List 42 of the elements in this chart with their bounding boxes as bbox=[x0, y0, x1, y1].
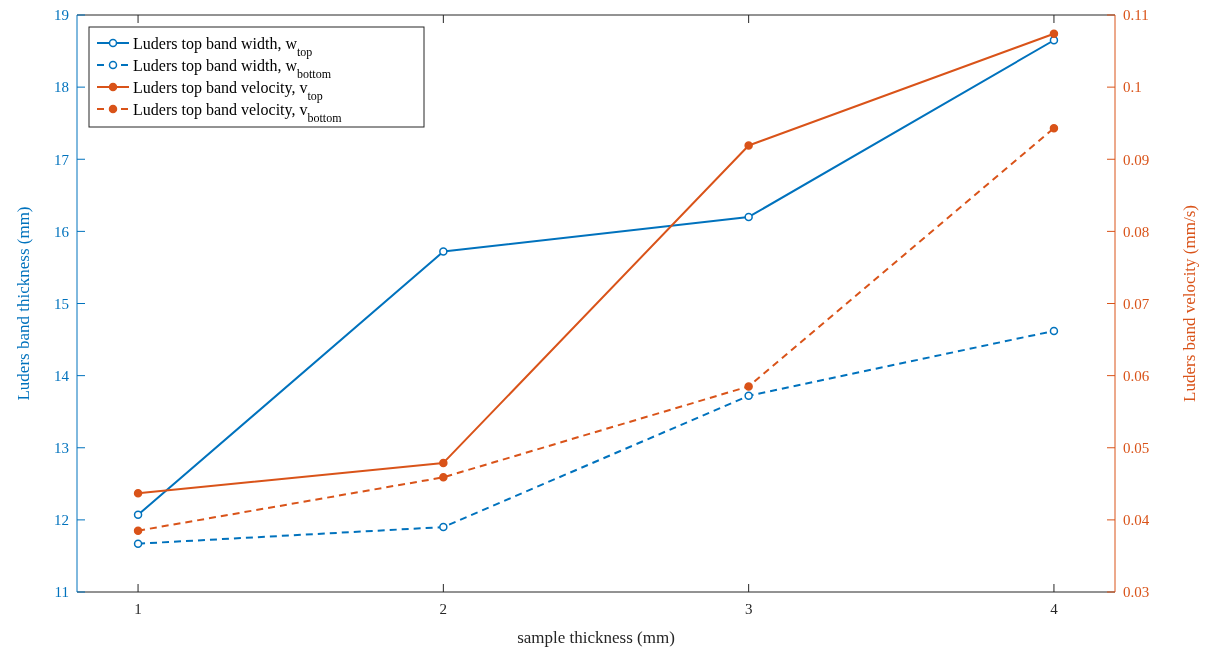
x-tick-label: 4 bbox=[1050, 601, 1059, 617]
y-tick-label: 12 bbox=[54, 512, 69, 529]
point bbox=[133, 526, 143, 535]
y-axis-title: Luders band thickness (mm) bbox=[14, 206, 33, 401]
y-tick-label: 11 bbox=[54, 584, 69, 601]
point bbox=[1049, 123, 1059, 133]
point bbox=[744, 212, 753, 222]
y-tick-label: 17 bbox=[54, 151, 70, 168]
point bbox=[1049, 326, 1059, 336]
y-tick-label: 16 bbox=[54, 223, 70, 240]
point bbox=[439, 458, 448, 468]
point bbox=[133, 510, 143, 520]
point bbox=[1049, 29, 1059, 38]
point bbox=[439, 247, 448, 256]
y-tick-label: 14 bbox=[54, 367, 70, 384]
point bbox=[439, 473, 448, 482]
point bbox=[744, 382, 753, 391]
x-tick-label: 3 bbox=[744, 601, 753, 617]
y-tick-label: 15 bbox=[54, 295, 69, 312]
point bbox=[439, 522, 448, 532]
x-axis-title: sample thickness (mm) bbox=[517, 628, 675, 647]
y2-tick-label: 0.05 bbox=[1123, 440, 1150, 456]
x-tick-label: 2 bbox=[439, 601, 448, 617]
y2-axis-title: Luders band velocity (mm/s) bbox=[1180, 205, 1199, 402]
legend-label: Luders top band width, w$_{top}$ bbox=[133, 34, 313, 59]
legend-label: Luders top band velocity, v$_{top}$ bbox=[133, 78, 323, 103]
y-tick-label: 13 bbox=[54, 440, 69, 456]
y2-tick-label: 0.09 bbox=[1123, 151, 1150, 168]
y2-tick-label: 0.04 bbox=[1123, 512, 1150, 529]
y2-tick-label: 0.08 bbox=[1123, 223, 1150, 240]
y2-tick-label: 0.11 bbox=[1123, 7, 1149, 24]
x-tick-label: 1 bbox=[134, 601, 142, 617]
y2-tick-label: 0.03 bbox=[1123, 584, 1150, 601]
y2-tick-label: 0.06 bbox=[1123, 367, 1150, 384]
y-tick-label: 18 bbox=[54, 79, 69, 96]
point bbox=[133, 539, 143, 548]
point bbox=[744, 141, 753, 150]
y-tick-label: 19 bbox=[54, 7, 69, 24]
point bbox=[133, 488, 143, 498]
y2-tick-label: 0.07 bbox=[1123, 295, 1150, 312]
y2-tick-label: 0.1 bbox=[1123, 79, 1142, 96]
point bbox=[744, 391, 753, 401]
